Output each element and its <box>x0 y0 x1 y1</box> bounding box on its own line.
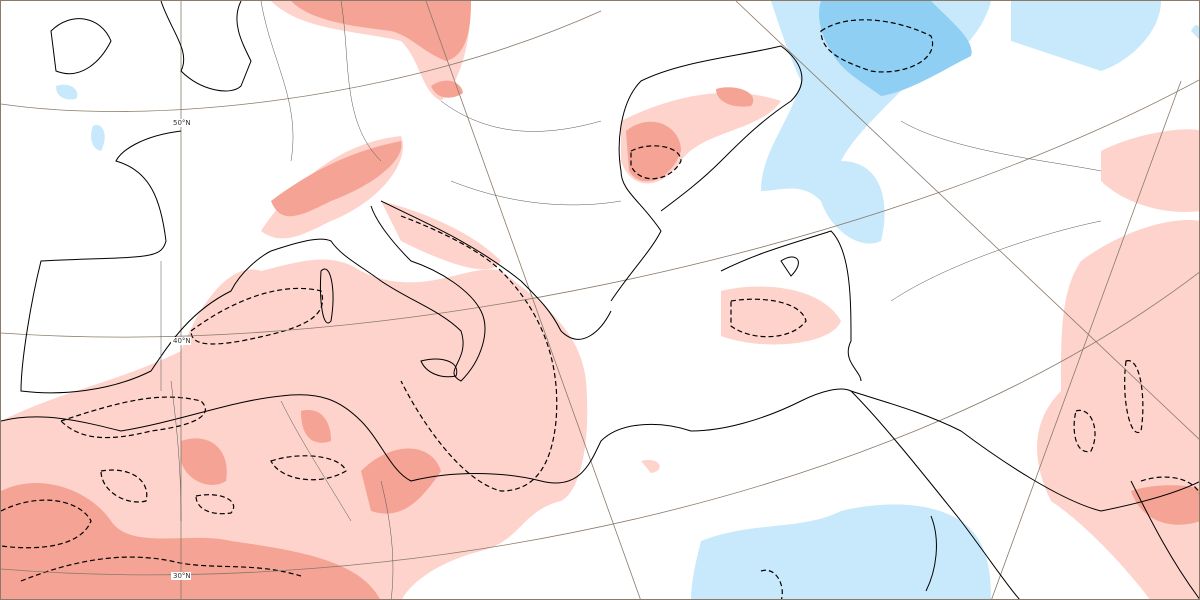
negative-anomaly-strong <box>819 1 972 96</box>
lat-label-30n: 30°N <box>173 572 191 580</box>
latitude-labels: 50°N 40°N 30°N <box>171 119 191 580</box>
lat-label-40n: 40°N <box>173 337 191 345</box>
country-borders <box>160 1 1102 599</box>
dashed-contours <box>1 19 1199 599</box>
lat-label-50n: 50°N <box>173 119 191 127</box>
